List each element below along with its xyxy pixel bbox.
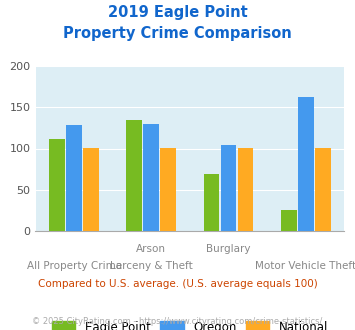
Bar xyxy=(126,120,142,231)
Bar xyxy=(204,174,219,231)
Bar xyxy=(281,210,297,231)
Text: All Property Crime: All Property Crime xyxy=(27,261,122,271)
Bar xyxy=(83,148,99,231)
Text: Property Crime Comparison: Property Crime Comparison xyxy=(63,26,292,41)
Text: Compared to U.S. average. (U.S. average equals 100): Compared to U.S. average. (U.S. average … xyxy=(38,279,317,289)
Text: Arson: Arson xyxy=(136,244,166,254)
Bar xyxy=(298,96,314,231)
Bar xyxy=(160,148,176,231)
Bar xyxy=(237,148,253,231)
Legend: Eagle Point, Oregon, National: Eagle Point, Oregon, National xyxy=(47,316,333,330)
Bar xyxy=(315,148,331,231)
Text: © 2025 CityRating.com - https://www.cityrating.com/crime-statistics/: © 2025 CityRating.com - https://www.city… xyxy=(32,317,323,326)
Bar xyxy=(66,124,82,231)
Text: Larceny & Theft: Larceny & Theft xyxy=(110,261,193,271)
Bar xyxy=(220,145,236,231)
Text: Motor Vehicle Theft: Motor Vehicle Theft xyxy=(255,261,355,271)
Text: Burglary: Burglary xyxy=(206,244,251,254)
Bar xyxy=(143,124,159,231)
Bar xyxy=(49,139,65,231)
Text: 2019 Eagle Point: 2019 Eagle Point xyxy=(108,5,247,20)
